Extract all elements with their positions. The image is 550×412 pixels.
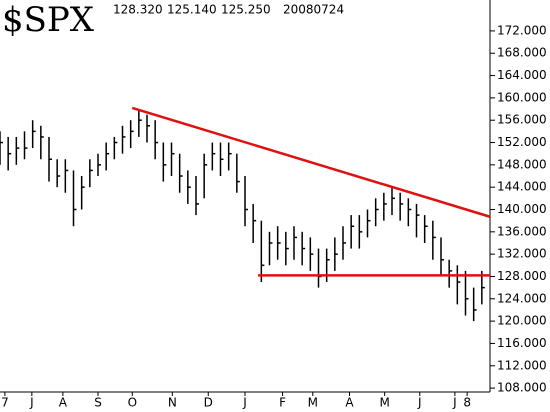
x-tick-label: J [242,396,247,410]
x-tick-label: F [279,396,286,410]
x-tick-label: A [59,396,68,410]
x-tick-label: S [94,396,102,410]
y-tick-label: 136.000 [497,224,547,238]
x-tick-label: J [452,396,457,410]
header-date: 20080724 [283,3,344,17]
y-tick-label: 144.000 [497,180,547,194]
y-tick-label: 172.000 [497,23,547,37]
x-tick-label: D [204,396,213,410]
y-tick-label: 108.000 [497,381,547,395]
y-tick-label: 148.000 [497,157,547,171]
x-tick-label: M [308,396,318,410]
x-tick-label: A [345,396,354,410]
y-tick-label: 140.000 [497,202,547,216]
x-tick-label: M [379,396,389,410]
y-tick-label: 156.000 [497,113,547,127]
x-tick-label: 7 [1,396,9,410]
y-tick-label: 160.000 [497,90,547,104]
x-tick-label: J [417,396,422,410]
y-tick-label: 164.000 [497,68,547,82]
header-value: 128.320 [113,3,163,17]
x-tick-label: J [29,396,34,410]
x-tick-label: 8 [463,396,471,410]
y-tick-label: 116.000 [497,336,547,350]
y-tick-label: 112.000 [497,358,547,372]
x-tick-label: O [128,396,137,410]
y-tick-label: 120.000 [497,314,547,328]
header-value: 125.250 [221,3,271,17]
x-tick-label: N [168,396,177,410]
y-tick-label: 152.000 [497,135,547,149]
header-value: 125.140 [167,3,217,17]
chart-title: $SPX [2,0,95,40]
y-tick-label: 124.000 [497,291,547,305]
y-tick-label: 168.000 [497,46,547,60]
y-tick-label: 132.000 [497,247,547,261]
trendline [131,106,491,218]
y-tick-label: 128.000 [497,269,547,283]
